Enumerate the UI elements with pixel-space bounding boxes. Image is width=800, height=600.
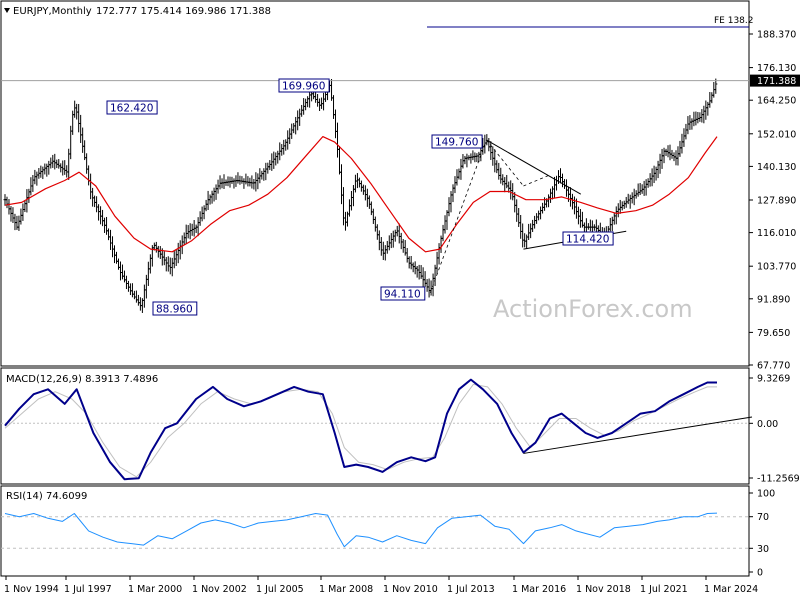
price-label-box xyxy=(278,78,330,93)
price-label-box xyxy=(152,301,198,316)
price-label-text: 149.760 xyxy=(435,137,478,149)
watermark: ActionForex.com xyxy=(493,295,693,323)
y-tick-label: 127.890 xyxy=(757,195,796,206)
header-triangle-icon xyxy=(4,8,10,13)
price-plot: 169.960 162.420 149.760 114.420 94.110 88.960… xyxy=(1,16,754,316)
macd-panel-frame xyxy=(0,367,750,485)
y-tick-label: 67.770 xyxy=(757,361,790,372)
x-tick-label: 1 Nov 1994 xyxy=(4,584,59,595)
x-tick-label: 1 Nov 2010 xyxy=(383,584,438,595)
macd-y-tick-label: -11.2569 xyxy=(757,474,800,485)
macd-line xyxy=(4,378,717,481)
rsi-y-tick-label: 70 xyxy=(757,512,769,523)
y-tick-label: 188.370 xyxy=(757,30,796,41)
y-tick-label: 91.890 xyxy=(757,294,790,305)
fibo-dashed-3 xyxy=(523,174,550,187)
y-tick-label: 116.010 xyxy=(757,228,796,239)
rsi-plot xyxy=(1,512,749,549)
fe-label: FE 138.2 xyxy=(714,16,754,26)
price-label-text: 88.960 xyxy=(156,304,193,316)
axes: 188.370 176.130 164.250 152.010 140.130 127.8… xyxy=(4,30,800,595)
y-tick-label: 79.650 xyxy=(757,328,790,339)
x-tick-label: 1 Mar 2024 xyxy=(704,584,758,595)
x-tick-label: 1 Jul 1997 xyxy=(64,584,112,595)
rsi-panel-frame xyxy=(0,485,750,577)
rsi-y-tick-label: 100 xyxy=(757,489,775,500)
price-label-text: 114.420 xyxy=(566,234,609,246)
x-tick-label: 1 Jul 2021 xyxy=(640,584,688,595)
last-price-box xyxy=(750,74,800,87)
x-tick-label: 1 Nov 2018 xyxy=(576,584,631,595)
x-tick-label: 1 Jul 2005 xyxy=(256,584,304,595)
fibo-dashed-2 xyxy=(486,139,524,187)
main-header: EURJPY,Monthly 172.777 175.414 169.986 1… xyxy=(4,6,271,17)
trendline-upper xyxy=(486,139,582,195)
x-tick-label: 1 Mar 2016 xyxy=(512,584,566,595)
fibo-dashed-1 xyxy=(429,139,487,293)
y-tick-label: 164.250 xyxy=(757,96,796,107)
price-label-box xyxy=(562,231,614,246)
price-label-box xyxy=(106,100,158,115)
x-tick-label: 1 Nov 2002 xyxy=(192,584,247,595)
price-label-box xyxy=(380,286,426,301)
x-tick-label: 1 Jul 2013 xyxy=(447,584,495,595)
symbol-label: EURJPY,Monthly xyxy=(13,6,92,17)
y-tick-label: 176.130 xyxy=(757,63,796,74)
ohlc-label: 172.777 175.414 169.986 171.388 xyxy=(96,6,271,17)
macd-plot xyxy=(1,378,753,481)
x-tick-label: 1 Mar 2008 xyxy=(319,584,373,595)
price-label-text: 94.110 xyxy=(384,289,421,301)
rsi-label: RSI(14) 74.6099 xyxy=(6,491,87,502)
rsi-y-tick-label: 30 xyxy=(757,544,769,555)
price-label-text: 162.420 xyxy=(110,103,153,115)
price-label-box xyxy=(431,134,483,149)
y-tick-label: 152.010 xyxy=(757,129,796,140)
x-tick-label: 1 Mar 2000 xyxy=(128,584,182,595)
y-tick-label: 103.770 xyxy=(757,262,796,273)
rsi-y-tick-label: 0 xyxy=(757,568,763,579)
last-price-label: 171.388 xyxy=(757,76,796,87)
main-panel-frame xyxy=(0,0,750,367)
rsi-line xyxy=(4,512,718,548)
y-tick-label: 140.130 xyxy=(757,162,796,173)
moving-average-line xyxy=(4,136,718,253)
price-label-text: 169.960 xyxy=(282,81,325,93)
macd-trendline xyxy=(523,416,753,454)
macd-y-tick-label: 0.00 xyxy=(757,419,778,430)
macd-y-tick-label: 9.3269 xyxy=(757,374,790,385)
macd-label: MACD(12,26,9) 8.3913 7.4896 xyxy=(6,374,158,385)
